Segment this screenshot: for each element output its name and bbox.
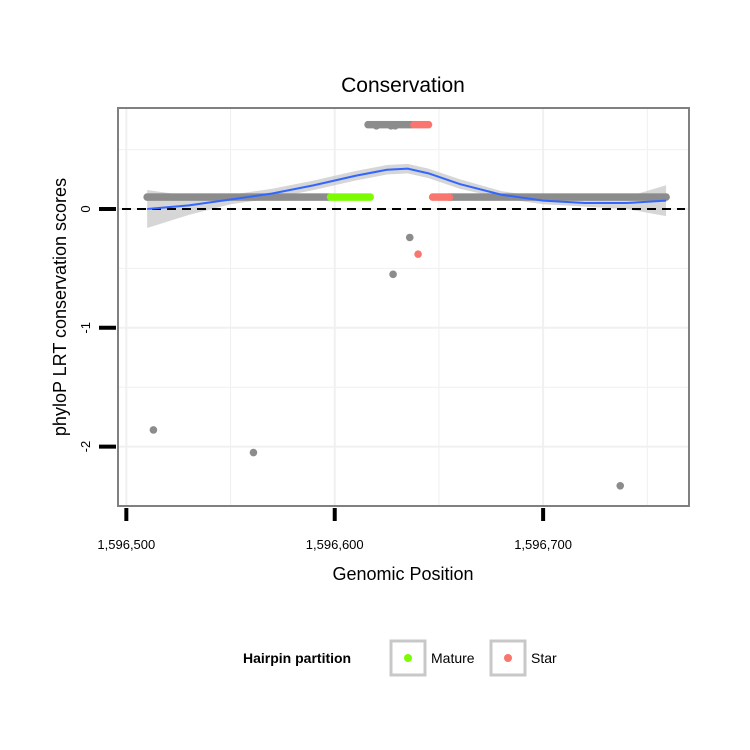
y-tick-label: 0 bbox=[78, 205, 93, 212]
point-other bbox=[149, 426, 158, 434]
y-tick-label: -2 bbox=[78, 441, 93, 453]
legend-title: Hairpin partition bbox=[243, 650, 351, 666]
smooth-curve bbox=[147, 167, 667, 210]
chart-title: Conservation bbox=[341, 74, 465, 97]
point-mature bbox=[366, 193, 374, 201]
point-other bbox=[372, 122, 381, 130]
legend: Hairpin partition Mature Star bbox=[243, 639, 557, 677]
y-tick-label: -1 bbox=[78, 322, 93, 334]
legend-marker-star bbox=[504, 654, 512, 662]
legend-marker-mature bbox=[404, 654, 412, 662]
data-points bbox=[143, 120, 670, 490]
x-tick-label: 1,596,700 bbox=[514, 537, 572, 552]
smooth-line bbox=[147, 167, 667, 210]
point-star bbox=[414, 250, 422, 258]
point-other bbox=[391, 122, 399, 130]
x-tick-label: 1,596,500 bbox=[97, 537, 155, 552]
point-other bbox=[662, 193, 670, 201]
y-axis: 0 -1 -2 bbox=[78, 205, 116, 452]
legend-label-star: Star bbox=[531, 650, 557, 666]
point-star bbox=[445, 193, 454, 201]
point-other bbox=[616, 482, 625, 490]
x-axis-title: Genomic Position bbox=[332, 564, 473, 584]
x-tick-label: 1,596,600 bbox=[306, 537, 364, 552]
point-star bbox=[424, 120, 433, 129]
point-other bbox=[249, 448, 258, 457]
y-axis-title: phyloP LRT conservation scores bbox=[50, 178, 70, 436]
plot-panel bbox=[118, 108, 689, 506]
point-other bbox=[389, 270, 397, 279]
plot-border bbox=[117, 107, 690, 507]
point-other bbox=[405, 233, 414, 242]
legend-label-mature: Mature bbox=[431, 650, 475, 666]
x-axis: 1,596,500 1,596,600 1,596,700 bbox=[97, 508, 572, 552]
